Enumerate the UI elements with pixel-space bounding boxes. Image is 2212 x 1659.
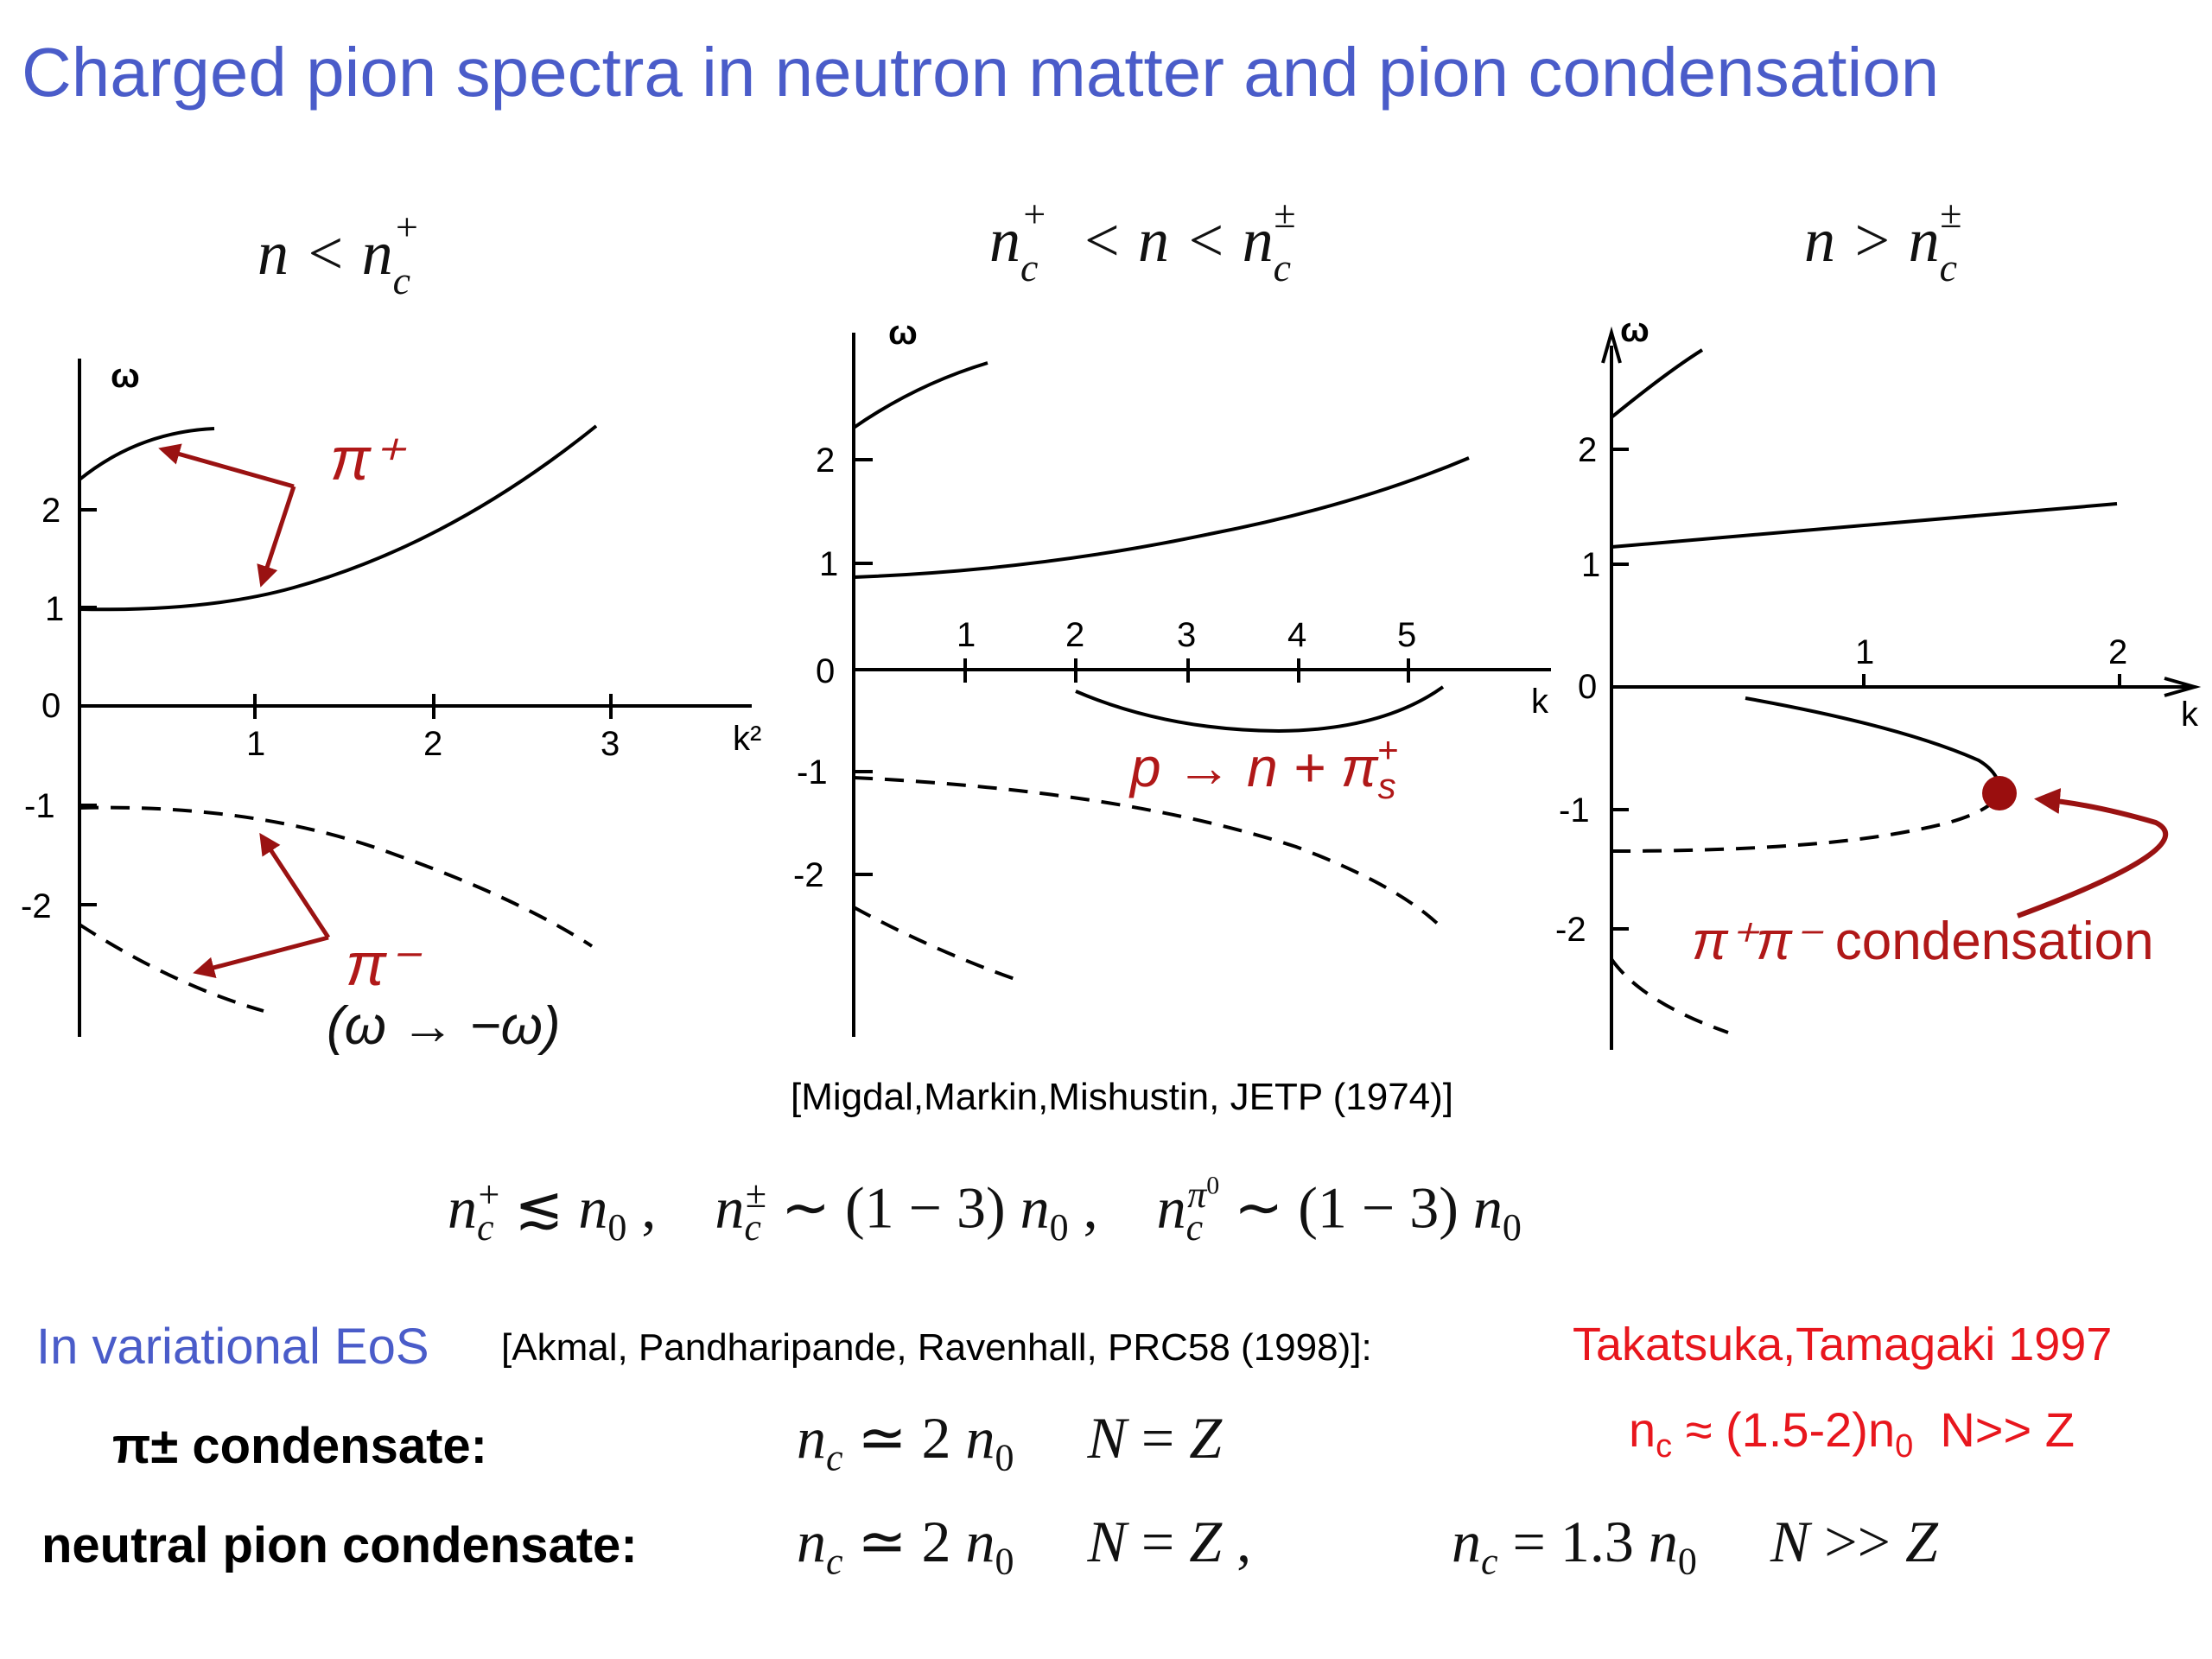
threshold-relations: nc+ ≲ n0 , nc± ∼ (1 − 3) n0 , ncπ0 ∼ (1 … bbox=[448, 1171, 1522, 1249]
panel-1-condition: n < nc+ bbox=[257, 205, 421, 303]
svg-text:-2: -2 bbox=[1555, 911, 1586, 949]
panel-1-axis-labels: ω k² 2 1 0 -1 -2 1 2 3 bbox=[21, 357, 761, 925]
panel-3-y-axis-label: ω bbox=[1620, 311, 1649, 349]
takatsuka-reference: Takatsuka,Tamagaki 1997 bbox=[1573, 1319, 2113, 1370]
panel-2 bbox=[852, 333, 1551, 1037]
panel-1-pi-minus-lower bbox=[78, 923, 264, 1013]
panel-1-pi-minus-arrow-b bbox=[193, 935, 329, 978]
neutral-condensate-formula-2: nc = 1.3 n0 N >> Z bbox=[1452, 1509, 1938, 1583]
svg-text:4: 4 bbox=[1287, 616, 1306, 654]
svg-text:2: 2 bbox=[423, 725, 442, 763]
panel-2-upper-curve bbox=[852, 361, 988, 429]
svg-text:3: 3 bbox=[601, 725, 620, 763]
panel-1-pi-plus-label: π⁺ bbox=[330, 425, 407, 493]
panel-1-pi-minus-upper bbox=[79, 805, 594, 948]
panel-3-axis-labels: ω k 2 1 0 -1 -2 1 2 bbox=[1555, 311, 2199, 949]
panel-3-condensation-label: π⁺π⁻ condensation bbox=[1692, 912, 2154, 971]
panel-2-middle-curve bbox=[853, 456, 1470, 579]
variational-reference: [Akmal, Pandharipande, Ravenhall, PRC58 … bbox=[501, 1326, 1372, 1369]
panel-3-middle-curve bbox=[1611, 502, 2118, 549]
panel-1-pi-plus-lower bbox=[79, 424, 598, 612]
panel-1-pi-minus-arrow-a bbox=[259, 832, 331, 939]
citation: [Migdal,Markin,Mishustin, JETP (1974)] bbox=[791, 1076, 1454, 1118]
svg-text:-1: -1 bbox=[24, 787, 55, 825]
dispersion-diagrams: ω k² 2 1 0 -1 -2 1 2 3 π⁺ π⁻ (ω → −ω) bbox=[21, 311, 2202, 1056]
svg-text:-2: -2 bbox=[21, 887, 52, 925]
panel-3-x-axis-label: k bbox=[2181, 696, 2199, 734]
panel-2-dashed-lower bbox=[853, 906, 1020, 982]
panel-1-omega-flip: (ω → −ω) bbox=[327, 996, 561, 1056]
svg-text:-1: -1 bbox=[1559, 791, 1590, 830]
charged-condensate-label: π± condensate: bbox=[112, 1418, 487, 1474]
svg-text:3: 3 bbox=[1177, 616, 1196, 654]
panel-3-dashed-lower bbox=[1610, 957, 1729, 1034]
svg-text:0: 0 bbox=[1578, 668, 1597, 706]
svg-text:2: 2 bbox=[1065, 616, 1084, 654]
svg-text:1: 1 bbox=[1581, 546, 1600, 584]
panel-2-pi-s-curve bbox=[1075, 685, 1445, 734]
svg-text:2: 2 bbox=[1578, 431, 1597, 469]
svg-text:-2: -2 bbox=[793, 856, 824, 894]
panel-3 bbox=[1601, 326, 2202, 1050]
svg-text:-1: -1 bbox=[797, 753, 828, 791]
svg-text:1: 1 bbox=[1855, 633, 1874, 671]
panel-1-y-axis-label: ω bbox=[111, 357, 140, 395]
neutral-condensate-label: neutral pion condensate: bbox=[41, 1517, 638, 1573]
panel-3-condition: n > nc± bbox=[1804, 192, 1962, 290]
panel-2-reaction-label: p → n + πs+ bbox=[1128, 729, 1398, 806]
svg-text:1: 1 bbox=[957, 616, 976, 654]
panel-3-condensation-point bbox=[1982, 776, 2017, 810]
panel-3-upper-curve bbox=[1610, 348, 1704, 419]
panel-1-pi-plus-upper bbox=[78, 427, 215, 481]
page-title: Charged pion spectra in neutron matter a… bbox=[22, 34, 1940, 111]
panel-1 bbox=[78, 359, 752, 1037]
panel-2-y-axis-label: ω bbox=[888, 314, 918, 352]
svg-text:2: 2 bbox=[816, 442, 835, 480]
panel-2-condition: nc+ < n < nc± bbox=[989, 192, 1296, 290]
svg-text:0: 0 bbox=[816, 652, 835, 690]
panel-1-pi-minus-label: π⁻ bbox=[346, 931, 423, 998]
panel-3-lower-branch bbox=[1745, 696, 2002, 794]
svg-text:1: 1 bbox=[246, 725, 265, 763]
svg-text:1: 1 bbox=[819, 545, 838, 583]
svg-text:2: 2 bbox=[2108, 633, 2127, 671]
panel-3-dashed-branch bbox=[1611, 791, 2002, 853]
panel-2-axis-labels: ω k 2 1 0 -1 -2 1 2 3 4 5 bbox=[793, 314, 1549, 894]
panel-3-condensation-arrow bbox=[2016, 788, 2169, 918]
charged-condensate-formula: nc ≃ 2 n0 N = Z bbox=[797, 1405, 1223, 1479]
panel-2-x-axis-label: k bbox=[1531, 683, 1549, 721]
neutral-condensate-formula: nc ≃ 2 n0 N = Z , bbox=[797, 1509, 1252, 1583]
panel-1-pi-plus-arrow-b bbox=[257, 486, 296, 588]
panel-2-dashed-upper bbox=[853, 776, 1445, 931]
svg-text:0: 0 bbox=[41, 687, 60, 725]
svg-text:5: 5 bbox=[1397, 616, 1416, 654]
panel-1-pi-plus-arrow-a bbox=[158, 443, 295, 489]
svg-text:1: 1 bbox=[45, 590, 64, 628]
panel-1-x-axis-label: k² bbox=[733, 720, 761, 758]
svg-text:2: 2 bbox=[41, 492, 60, 530]
takatsuka-formula: nc ≈ (1.5-2)n0 N>> Z bbox=[1629, 1402, 2075, 1465]
variational-label: In variational EoS bbox=[36, 1319, 429, 1375]
